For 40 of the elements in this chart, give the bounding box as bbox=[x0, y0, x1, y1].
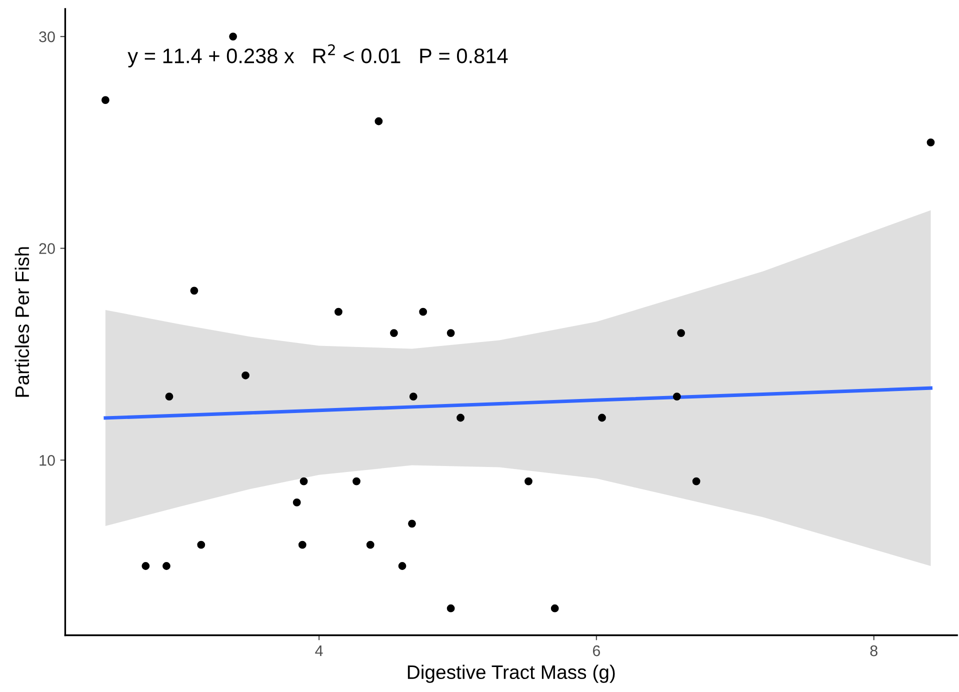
point bbox=[409, 392, 418, 401]
y-tick-label: 10 bbox=[40, 454, 55, 466]
point bbox=[419, 308, 428, 316]
point bbox=[672, 392, 681, 401]
x-tick-label: 8 bbox=[870, 645, 878, 656]
point bbox=[197, 540, 206, 549]
point bbox=[352, 477, 360, 486]
y-tick-label: 30 bbox=[39, 31, 55, 42]
point bbox=[456, 414, 464, 422]
point bbox=[446, 604, 455, 612]
point bbox=[374, 117, 383, 126]
point bbox=[165, 392, 174, 401]
y-tick-label: 20 bbox=[39, 243, 55, 254]
point bbox=[242, 371, 250, 380]
point bbox=[692, 477, 700, 486]
y-axis-title: Particles Per Fish bbox=[14, 247, 30, 397]
point bbox=[190, 286, 198, 295]
point bbox=[366, 540, 374, 549]
point bbox=[598, 414, 606, 422]
point bbox=[229, 32, 237, 40]
point bbox=[142, 562, 150, 570]
annotation: y = 11.4 + 0.238 x R$^{2}$ < 0.01 P = 0.814 bbox=[128, 44, 508, 68]
point bbox=[550, 604, 559, 612]
point bbox=[162, 562, 170, 570]
point bbox=[398, 562, 406, 570]
point bbox=[101, 96, 110, 104]
x-tick-label: 6 bbox=[592, 645, 600, 656]
x-tick-label: 4 bbox=[315, 646, 323, 656]
point bbox=[334, 308, 342, 316]
point bbox=[300, 477, 308, 486]
point bbox=[524, 477, 532, 486]
point bbox=[408, 520, 416, 528]
point bbox=[926, 138, 935, 146]
point bbox=[446, 329, 455, 337]
line-series bbox=[104, 386, 932, 420]
point bbox=[292, 498, 301, 506]
point bbox=[390, 329, 398, 337]
x-axis-title: Digestive Tract Mass (g) bbox=[408, 664, 615, 683]
point bbox=[677, 329, 686, 337]
point bbox=[298, 540, 306, 549]
